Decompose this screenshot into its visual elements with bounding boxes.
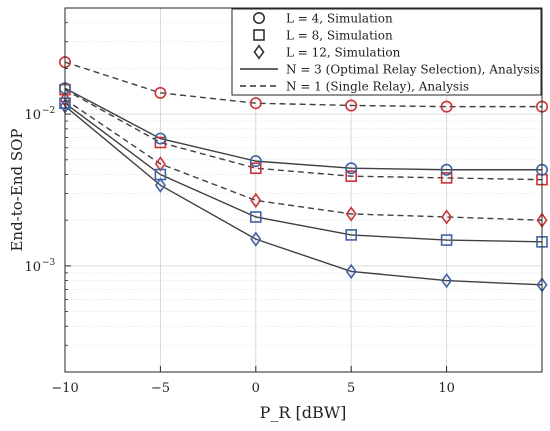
- data-point-L12-N1: [345, 206, 357, 222]
- data-point-L4-N1: [440, 100, 453, 113]
- data-point-L4-N3: [249, 155, 262, 168]
- series-line-L4-N3: [64, 87, 542, 171]
- y-tick-exponent: −3: [42, 258, 56, 268]
- y-tick-label: 10: [24, 108, 41, 123]
- x-axis-label: P_R [dBW]: [260, 403, 347, 422]
- series-line-L4-N1: [64, 61, 542, 108]
- x-tick-label: −10: [51, 381, 78, 396]
- x-tick-label: −5: [151, 381, 170, 396]
- data-point-L8-N3: [345, 229, 358, 241]
- series-line-L12-N3: [64, 105, 543, 286]
- data-point-L12-N3: [250, 231, 262, 247]
- data-point-L8-N3: [440, 234, 453, 246]
- data-point-L4-N3: [154, 132, 167, 145]
- legend-diamond-marker: [253, 44, 265, 60]
- y-tick-labels: 10−310−2: [24, 106, 55, 275]
- data-point-L8-N3: [250, 211, 262, 223]
- plot-frame: [64, 7, 543, 373]
- x-tick-label: 0: [252, 381, 260, 396]
- data-point-L4-N1: [154, 86, 167, 99]
- x-tick-label: 10: [438, 381, 455, 396]
- x-tick-label: 5: [347, 381, 355, 396]
- data-point-L12-N3: [345, 263, 357, 280]
- legend-entry-label: N = 3 (Optimal Relay Selection), Analysi…: [286, 63, 540, 77]
- series-lines: [64, 61, 543, 286]
- axis-ticks: [64, 22, 448, 372]
- y-axis-label: End-to-End SOP: [8, 128, 26, 251]
- data-point-L12-N3: [441, 272, 453, 289]
- data-point-L8-N1: [250, 162, 262, 175]
- y-tick-label: 10: [24, 260, 41, 275]
- data-point-L8-N1: [154, 136, 167, 149]
- series-line-L12-N1: [64, 98, 543, 221]
- data-point-L12-N3: [154, 177, 166, 193]
- series-line-L8-N1: [64, 88, 543, 181]
- series-line-L8-N3: [64, 102, 543, 243]
- data-point-L4-N1: [249, 97, 262, 110]
- data-point-L12-N1: [441, 209, 453, 225]
- legend-entry-label: L = 8, Simulation: [286, 29, 393, 43]
- data-point-L4-N1: [345, 99, 358, 112]
- x-tick-labels: −10 −5 0 5 10: [51, 381, 455, 396]
- data-point-L8-N1: [440, 172, 453, 184]
- legend-box: [231, 8, 542, 96]
- legend-circle-marker: [253, 12, 266, 24]
- legend-square-marker: [253, 29, 265, 41]
- legend-entry-label: N = 1 (Single Relay), Analysis: [286, 80, 469, 94]
- data-point-L4-N3: [345, 162, 358, 175]
- legend: L = 4, Simulation L = 8, Simulation L = 12…: [231, 8, 542, 96]
- legend-entry-label: L = 4, Simulation: [286, 12, 393, 26]
- y-tick-exponent: −2: [42, 106, 55, 116]
- data-point-L12-N1: [250, 192, 262, 209]
- legend-entry-label: L = 12, Simulation: [286, 46, 401, 60]
- data-point-L4-N3: [440, 163, 453, 176]
- data-point-L8-N1: [345, 170, 358, 182]
